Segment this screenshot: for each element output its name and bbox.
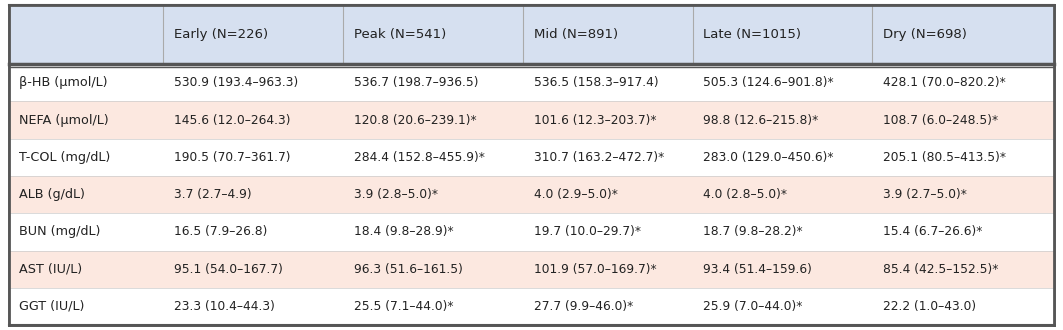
Bar — [9, 176, 1054, 213]
Text: 3.7 (2.7–4.9): 3.7 (2.7–4.9) — [173, 188, 251, 201]
Bar — [9, 5, 1054, 64]
Text: Mid (N=891): Mid (N=891) — [534, 28, 618, 41]
Text: GGT (IU/L): GGT (IU/L) — [19, 300, 84, 313]
Text: 283.0 (129.0–450.6)*: 283.0 (129.0–450.6)* — [703, 151, 833, 164]
Text: Peak (N=541): Peak (N=541) — [354, 28, 446, 41]
FancyBboxPatch shape — [9, 5, 1054, 325]
Text: 101.9 (57.0–169.7)*: 101.9 (57.0–169.7)* — [534, 263, 656, 276]
Bar — [9, 64, 1054, 101]
Text: 18.7 (9.8–28.2)*: 18.7 (9.8–28.2)* — [703, 225, 803, 238]
Text: 95.1 (54.0–167.7): 95.1 (54.0–167.7) — [173, 263, 283, 276]
Text: 15.4 (6.7–26.6)*: 15.4 (6.7–26.6)* — [883, 225, 982, 238]
Text: 96.3 (51.6–161.5): 96.3 (51.6–161.5) — [354, 263, 462, 276]
Bar — [9, 213, 1054, 250]
Text: 22.2 (1.0–43.0): 22.2 (1.0–43.0) — [883, 300, 976, 313]
Text: 101.6 (12.3–203.7)*: 101.6 (12.3–203.7)* — [534, 114, 656, 127]
Text: 23.3 (10.4–44.3): 23.3 (10.4–44.3) — [173, 300, 274, 313]
Text: 145.6 (12.0–264.3): 145.6 (12.0–264.3) — [173, 114, 290, 127]
Text: 27.7 (9.9–46.0)*: 27.7 (9.9–46.0)* — [534, 300, 632, 313]
Text: 4.0 (2.9–5.0)*: 4.0 (2.9–5.0)* — [534, 188, 618, 201]
Text: 25.5 (7.1–44.0)*: 25.5 (7.1–44.0)* — [354, 300, 453, 313]
Bar — [9, 139, 1054, 176]
Bar — [9, 288, 1054, 325]
Text: T-COL (mg/dL): T-COL (mg/dL) — [19, 151, 111, 164]
Text: 16.5 (7.9–26.8): 16.5 (7.9–26.8) — [173, 225, 267, 238]
Text: 93.4 (51.4–159.6): 93.4 (51.4–159.6) — [703, 263, 812, 276]
Text: BUN (mg/dL): BUN (mg/dL) — [19, 225, 100, 238]
Text: 530.9 (193.4–963.3): 530.9 (193.4–963.3) — [173, 76, 298, 89]
Text: 18.4 (9.8–28.9)*: 18.4 (9.8–28.9)* — [354, 225, 453, 238]
Text: 3.9 (2.8–5.0)*: 3.9 (2.8–5.0)* — [354, 188, 438, 201]
Text: 120.8 (20.6–239.1)*: 120.8 (20.6–239.1)* — [354, 114, 476, 127]
Text: 428.1 (70.0–820.2)*: 428.1 (70.0–820.2)* — [883, 76, 1006, 89]
Text: Early (N=226): Early (N=226) — [173, 28, 268, 41]
Bar — [9, 101, 1054, 139]
Bar — [9, 250, 1054, 288]
Text: Late (N=1015): Late (N=1015) — [703, 28, 802, 41]
Text: 190.5 (70.7–361.7): 190.5 (70.7–361.7) — [173, 151, 290, 164]
Text: 108.7 (6.0–248.5)*: 108.7 (6.0–248.5)* — [883, 114, 998, 127]
Text: 284.4 (152.8–455.9)*: 284.4 (152.8–455.9)* — [354, 151, 485, 164]
Text: ALB (g/dL): ALB (g/dL) — [19, 188, 85, 201]
Text: AST (IU/L): AST (IU/L) — [19, 263, 82, 276]
Text: 505.3 (124.6–901.8)*: 505.3 (124.6–901.8)* — [703, 76, 833, 89]
Text: 98.8 (12.6–215.8)*: 98.8 (12.6–215.8)* — [703, 114, 819, 127]
Text: 4.0 (2.8–5.0)*: 4.0 (2.8–5.0)* — [703, 188, 787, 201]
Text: NEFA (μmol/L): NEFA (μmol/L) — [19, 114, 108, 127]
Text: 310.7 (163.2–472.7)*: 310.7 (163.2–472.7)* — [534, 151, 663, 164]
Text: 205.1 (80.5–413.5)*: 205.1 (80.5–413.5)* — [883, 151, 1006, 164]
Text: 536.5 (158.3–917.4): 536.5 (158.3–917.4) — [534, 76, 658, 89]
Text: 19.7 (10.0–29.7)*: 19.7 (10.0–29.7)* — [534, 225, 641, 238]
Text: 25.9 (7.0–44.0)*: 25.9 (7.0–44.0)* — [703, 300, 803, 313]
Text: 536.7 (198.7–936.5): 536.7 (198.7–936.5) — [354, 76, 478, 89]
Text: Dry (N=698): Dry (N=698) — [883, 28, 967, 41]
Text: β-HB (μmol/L): β-HB (μmol/L) — [19, 76, 107, 89]
Text: 85.4 (42.5–152.5)*: 85.4 (42.5–152.5)* — [883, 263, 998, 276]
Text: 3.9 (2.7–5.0)*: 3.9 (2.7–5.0)* — [883, 188, 967, 201]
